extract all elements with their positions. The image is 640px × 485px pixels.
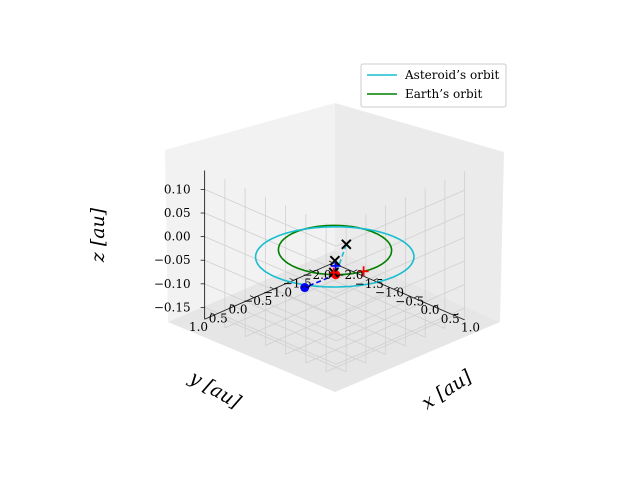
gridline-wall-z — [204, 283, 337, 342]
z-tick-label: −0.15 — [154, 300, 191, 314]
legend-label-earth: Earth’s orbit — [405, 87, 482, 101]
x-tick-label: 1.0 — [461, 321, 480, 335]
earth-ref-plus — [358, 266, 369, 277]
floor-pane — [168, 250, 500, 392]
z-tick-label: 0.00 — [164, 230, 191, 244]
back-left-pane — [165, 103, 335, 322]
y-tick-mark — [269, 286, 274, 290]
y-tick-label: −2.0 — [302, 268, 331, 282]
x-tick-labels: −2.0−1.5−1.0−0.50.00.51.0 — [332, 260, 480, 335]
legend: Asteroid’s orbit Earth’s orbit — [360, 63, 507, 108]
x-tick-label: −2.0 — [334, 268, 363, 282]
gridline-floor-x — [224, 271, 354, 329]
x-tick-mark — [393, 286, 398, 290]
asteroid-dot — [300, 283, 310, 293]
x-tick-label: −1.5 — [355, 277, 384, 291]
y-tick-mark — [309, 269, 314, 273]
gridline-wall-z2 — [336, 284, 465, 342]
earth-orbit-line — [277, 224, 393, 276]
y-tick-label: −0.5 — [243, 294, 272, 308]
gridline-floor-x — [305, 306, 435, 364]
gridline-floor-y — [293, 279, 426, 338]
legend-box — [360, 63, 507, 108]
z-tick-labels: −0.15 −0.10 −0.05 0.00 0.05 0.10 — [154, 182, 205, 314]
x-axis-label: x [au] — [418, 365, 477, 414]
gridline-wall-z2 — [336, 213, 465, 271]
crossing-ref-plus — [328, 267, 339, 278]
gridline-floor-y — [214, 314, 347, 373]
crossing-x — [341, 239, 352, 250]
gridline-wall-z — [204, 259, 337, 318]
x-tick-mark — [353, 269, 358, 273]
y-tick-mark — [210, 312, 215, 316]
axes-panes — [165, 103, 504, 392]
y-tick-mark — [230, 303, 235, 307]
gridline-wall-z — [204, 189, 337, 247]
gridline-wall-z — [204, 236, 337, 294]
gridline-wall-z2 — [336, 236, 465, 294]
gridline-floor-y — [273, 288, 406, 347]
x-tick-mark — [434, 304, 439, 308]
gridline-wall-z2 — [336, 307, 465, 365]
x-tick-mark — [332, 260, 338, 264]
gridline-wall-z — [204, 307, 337, 365]
y-tick-mark — [289, 277, 294, 281]
y-tick-label: −1.5 — [283, 277, 312, 291]
x-tick-label: −0.5 — [395, 294, 424, 308]
y-tick-label: 1.0 — [189, 320, 208, 334]
gridline-floor-y — [234, 305, 367, 364]
z-tick-label: 0.10 — [164, 182, 191, 196]
legend-label-asteroid: Asteroid’s orbit — [404, 68, 499, 82]
gridline-wall-z — [204, 212, 337, 271]
point-markers — [300, 239, 369, 293]
y-tick-mark — [328, 260, 334, 264]
x-tick-label: −1.0 — [375, 286, 404, 300]
y-tick-mark — [249, 295, 255, 298]
gridline-floor-y — [253, 297, 386, 355]
x-tick-mark — [454, 313, 459, 316]
gridline-floor-x — [325, 315, 455, 373]
y-axis-label: y [au] — [185, 366, 245, 413]
z-tick-label: 0.05 — [164, 206, 191, 220]
gridline-wall-z2 — [336, 189, 465, 247]
connector-line — [304, 273, 337, 289]
y-tick-labels: −2.0−1.5−1.0−0.50.00.51.0 — [189, 260, 334, 334]
gridline-floor-y — [313, 271, 446, 329]
z-tick-label: −0.10 — [154, 277, 191, 291]
gridline-floor-x — [285, 297, 415, 355]
x-tick-mark — [373, 278, 378, 281]
z-tick-label: −0.05 — [154, 253, 191, 267]
gridline-wall-z2 — [336, 260, 465, 318]
asteroid-orbit-line — [254, 226, 415, 288]
z-axis-label: z [au] — [87, 207, 109, 263]
x-tick-mark — [413, 295, 419, 299]
y-tick-label: −1.0 — [263, 285, 292, 299]
x-stroke-2 — [329, 255, 341, 266]
gridline-floor-x — [265, 288, 394, 346]
crossing-x — [329, 255, 341, 266]
gridline-floor-x — [244, 280, 374, 338]
x-stroke-2 — [341, 239, 352, 250]
